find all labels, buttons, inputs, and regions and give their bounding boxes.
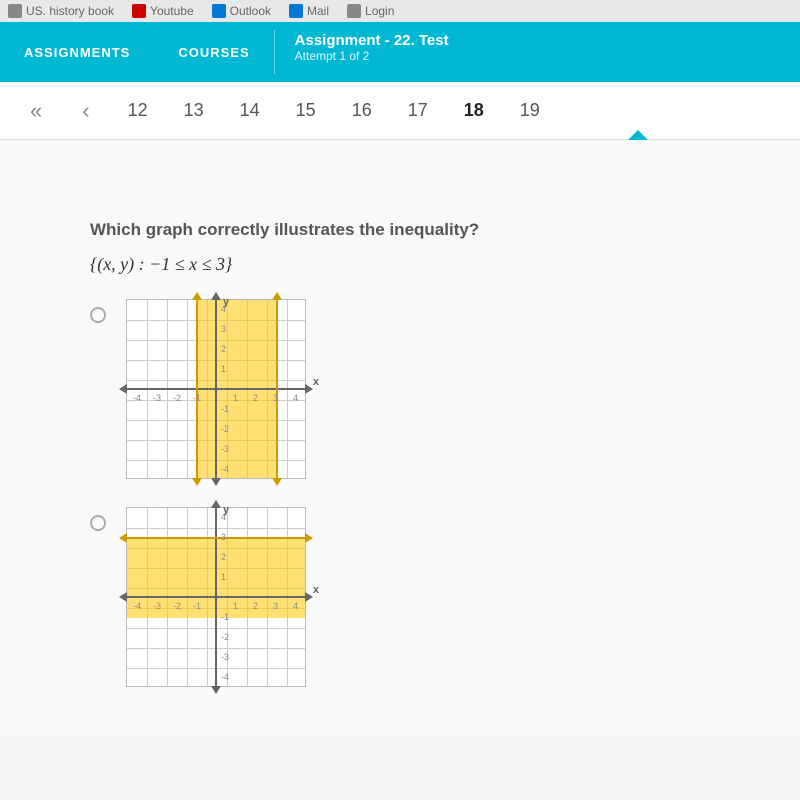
x-tick: 4 <box>293 393 298 403</box>
bookmark-label: Login <box>365 4 394 18</box>
y-tick: 2 <box>221 344 226 354</box>
page-number-19[interactable]: 19 <box>516 96 544 125</box>
radio-button[interactable] <box>90 307 106 323</box>
attempt-info: Attempt 1 of 2 <box>295 49 449 63</box>
x-tick: -1 <box>193 393 201 403</box>
y-axis-label: y <box>223 296 229 308</box>
x-tick: 3 <box>273 393 278 403</box>
axis-arrow-up <box>211 500 221 508</box>
x-tick: -2 <box>173 393 181 403</box>
bookmark-label: Mail <box>307 4 329 18</box>
bookmark-item[interactable]: Login <box>347 4 394 18</box>
page-number-14[interactable]: 14 <box>236 96 264 125</box>
y-tick: -3 <box>221 652 229 662</box>
top-navigation: ASSIGNMENTS COURSES Assignment - 22. Tes… <box>0 22 800 82</box>
y-tick: 1 <box>221 572 226 582</box>
bookmark-icon <box>347 4 361 18</box>
axis-arrow-right <box>305 592 313 602</box>
current-page-marker <box>628 130 648 140</box>
answer-graph: -4-3-2-112344321-1-2-3-4xy <box>126 299 306 479</box>
bookmark-item[interactable]: Outlook <box>212 4 271 18</box>
assignment-name: - 22. Test <box>385 32 449 49</box>
axis-arrow-right <box>305 384 313 394</box>
x-tick: -3 <box>153 393 161 403</box>
courses-tab[interactable]: COURSES <box>154 22 273 82</box>
bookmark-icon <box>289 4 303 18</box>
answer-option[interactable]: -4-3-2-112344321-1-2-3-4xy <box>90 507 740 687</box>
assignment-label: Assignment <box>295 32 381 49</box>
assignments-tab[interactable]: ASSIGNMENTS <box>0 22 154 82</box>
prev-page-button[interactable]: ‹ <box>76 98 95 124</box>
x-tick: -4 <box>133 601 141 611</box>
first-page-button[interactable]: « <box>24 98 48 124</box>
page-number-15[interactable]: 15 <box>292 96 320 125</box>
y-tick: -2 <box>221 424 229 434</box>
x-axis-label: x <box>313 376 319 388</box>
radio-button[interactable] <box>90 515 106 531</box>
bookmark-item[interactable]: US. history book <box>8 4 114 18</box>
assignment-info: Assignment - 22. Test Attempt 1 of 2 <box>275 22 469 82</box>
page-number-16[interactable]: 16 <box>348 96 376 125</box>
x-axis-label: x <box>313 584 319 596</box>
y-tick: 3 <box>221 532 226 542</box>
x-tick: 3 <box>273 601 278 611</box>
bookmark-label: Outlook <box>230 4 271 18</box>
axis-arrow-left <box>119 592 127 602</box>
bookmark-item[interactable]: Youtube <box>132 4 194 18</box>
bookmark-label: US. history book <box>26 4 114 18</box>
bookmarks-bar: US. history book Youtube Outlook Mail Login <box>0 0 800 22</box>
y-tick: 2 <box>221 552 226 562</box>
answer-option[interactable]: -4-3-2-112344321-1-2-3-4xy <box>90 299 740 479</box>
question-prompt: Which graph correctly illustrates the in… <box>90 220 740 240</box>
y-tick: -2 <box>221 632 229 642</box>
y-tick: 1 <box>221 364 226 374</box>
axis-arrow-up <box>211 292 221 300</box>
axis-arrow-down <box>211 478 221 486</box>
page-number-17[interactable]: 17 <box>404 96 432 125</box>
axis-arrow-down <box>211 686 221 694</box>
y-tick: -1 <box>221 612 229 622</box>
y-axis-label: y <box>223 504 229 516</box>
bookmark-label: Youtube <box>150 4 194 18</box>
x-tick: -2 <box>173 601 181 611</box>
question-pager: « ‹ 12 13 14 15 16 17 18 19 <box>0 82 800 140</box>
page-number-18[interactable]: 18 <box>460 96 488 125</box>
question-formula: {(x, y) : −1 ≤ x ≤ 3} <box>90 254 740 275</box>
question-content: Which graph correctly illustrates the in… <box>0 140 800 735</box>
x-tick: 2 <box>253 393 258 403</box>
bookmark-icon <box>8 4 22 18</box>
x-tick: 2 <box>253 601 258 611</box>
bookmark-icon <box>212 4 226 18</box>
x-tick: -4 <box>133 393 141 403</box>
x-tick: 1 <box>233 393 238 403</box>
x-tick: 4 <box>293 601 298 611</box>
x-tick: 1 <box>233 601 238 611</box>
axis-arrow-left <box>119 384 127 394</box>
page-number-12[interactable]: 12 <box>124 96 152 125</box>
y-tick: -1 <box>221 404 229 414</box>
x-tick: -1 <box>193 601 201 611</box>
page-number-13[interactable]: 13 <box>180 96 208 125</box>
bookmark-icon <box>132 4 146 18</box>
y-tick: -3 <box>221 444 229 454</box>
y-tick: 3 <box>221 324 226 334</box>
answer-graph: -4-3-2-112344321-1-2-3-4xy <box>126 507 306 687</box>
x-tick: -3 <box>153 601 161 611</box>
y-tick: -4 <box>221 672 229 682</box>
y-tick: -4 <box>221 464 229 474</box>
bookmark-item[interactable]: Mail <box>289 4 329 18</box>
